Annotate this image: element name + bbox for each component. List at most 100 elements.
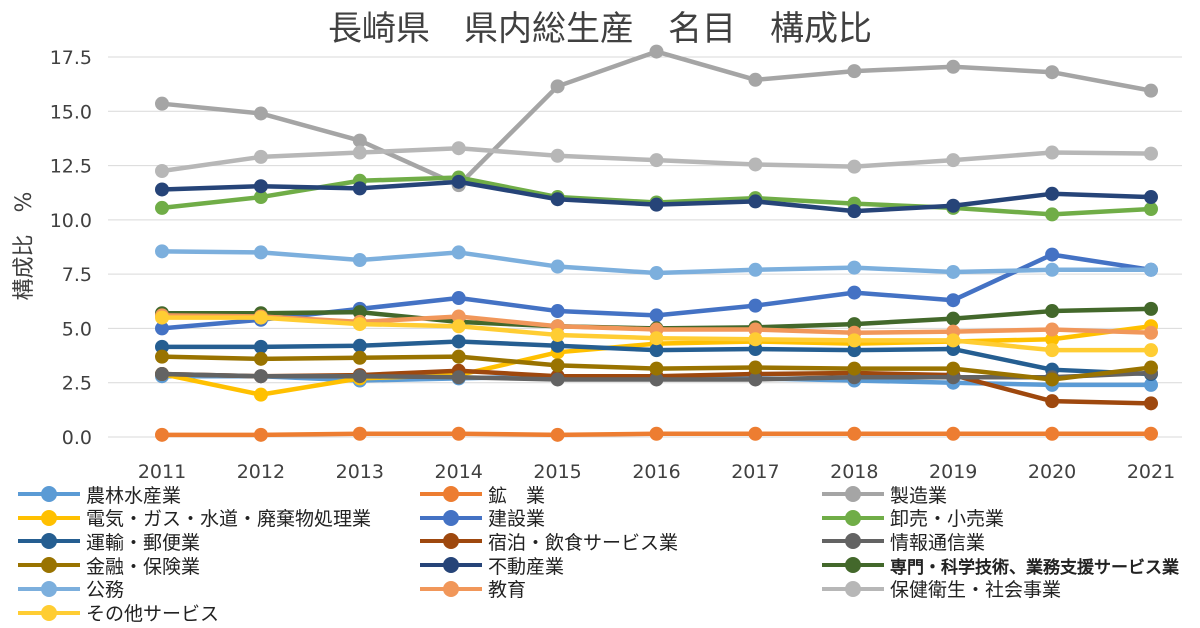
data-point bbox=[1144, 202, 1158, 216]
legend-label: 公務 bbox=[86, 579, 125, 602]
legend-item: 情報通信業 bbox=[822, 529, 985, 554]
chart-title: 長崎県 県内総生産 名目 構成比 bbox=[328, 9, 872, 49]
legend-label: 専門・科学技術、業務支援サービス業 bbox=[890, 557, 1179, 578]
data-point bbox=[946, 264, 961, 279]
data-point bbox=[253, 106, 268, 121]
legend-label: 運輸・郵便業 bbox=[86, 531, 201, 554]
data-point bbox=[847, 343, 862, 358]
series-15 bbox=[155, 310, 1158, 358]
data-point bbox=[649, 197, 664, 212]
series-2 bbox=[155, 44, 1158, 193]
y-tick-label: 2.5 bbox=[62, 373, 92, 395]
x-tick-label: 2014 bbox=[435, 461, 483, 482]
data-point bbox=[748, 298, 763, 313]
data-point bbox=[550, 327, 565, 342]
data-point bbox=[1045, 145, 1060, 160]
data-point bbox=[946, 59, 961, 74]
data-point bbox=[1144, 325, 1158, 340]
data-point bbox=[1144, 360, 1158, 375]
legend-item: 金融・保険業 bbox=[18, 553, 201, 578]
data-point bbox=[451, 370, 466, 385]
legend-item: 製造業 bbox=[822, 482, 947, 507]
data-point bbox=[748, 194, 763, 209]
data-point bbox=[1045, 332, 1060, 347]
x-tick-label: 2015 bbox=[533, 461, 581, 482]
data-point bbox=[155, 200, 169, 215]
data-point bbox=[649, 308, 664, 323]
legend-swatch bbox=[18, 509, 80, 526]
data-point bbox=[253, 339, 268, 354]
data-point bbox=[649, 343, 664, 358]
series-9 bbox=[155, 349, 1158, 387]
data-point bbox=[352, 317, 367, 332]
data-point bbox=[748, 360, 763, 375]
data-point bbox=[1045, 65, 1060, 80]
series-1 bbox=[155, 426, 1158, 442]
data-point bbox=[352, 305, 367, 320]
data-point bbox=[253, 245, 268, 260]
legend-label: 金融・保険業 bbox=[86, 555, 201, 578]
data-point bbox=[550, 358, 565, 373]
legend-swatch bbox=[18, 533, 80, 550]
legend-swatch bbox=[420, 486, 482, 502]
legend-label: 教育 bbox=[488, 579, 527, 602]
legend-item: 不動産業 bbox=[420, 553, 565, 578]
data-point bbox=[352, 369, 367, 384]
data-point bbox=[550, 148, 565, 163]
data-point bbox=[748, 426, 763, 441]
y-tick-label: 15.0 bbox=[50, 101, 92, 123]
data-point bbox=[847, 159, 862, 174]
legend-swatch bbox=[420, 533, 482, 550]
data-point bbox=[155, 321, 169, 336]
legend-swatch bbox=[822, 557, 884, 574]
data-point bbox=[253, 190, 268, 205]
data-point bbox=[1144, 83, 1158, 98]
data-point bbox=[649, 331, 664, 346]
data-point bbox=[748, 262, 763, 277]
data-point bbox=[550, 192, 565, 207]
data-point bbox=[352, 181, 367, 196]
data-point bbox=[847, 426, 862, 441]
data-point bbox=[946, 426, 961, 441]
legend-item: 専門・科学技術、業務支援サービス業 bbox=[822, 553, 1179, 578]
legend-label: 不動産業 bbox=[488, 555, 565, 578]
data-point bbox=[352, 253, 367, 268]
data-point bbox=[253, 179, 268, 194]
legend-item: 宿泊・飲食サービス業 bbox=[420, 529, 679, 554]
data-point bbox=[1045, 372, 1060, 387]
data-point bbox=[1045, 343, 1060, 358]
data-point bbox=[1144, 146, 1158, 161]
y-tick-label: 5.0 bbox=[62, 318, 92, 340]
data-point bbox=[1045, 426, 1060, 441]
x-tick-label: 2017 bbox=[731, 461, 779, 482]
data-point bbox=[1045, 262, 1060, 277]
legend-item: その他サービス bbox=[18, 601, 219, 625]
data-point bbox=[253, 351, 268, 366]
legend-label: 卸売・小売業 bbox=[890, 508, 1005, 531]
data-point bbox=[649, 153, 664, 168]
data-point bbox=[451, 174, 466, 189]
data-point bbox=[1144, 301, 1158, 316]
data-point bbox=[1045, 247, 1060, 262]
legend-swatch bbox=[420, 580, 482, 597]
legend-swatch bbox=[18, 486, 80, 502]
legend-item: 保健衛生・社会事業 bbox=[822, 577, 1061, 601]
data-point bbox=[451, 349, 466, 364]
legend-swatch bbox=[822, 486, 884, 502]
legend-item: 教育 bbox=[420, 577, 526, 601]
data-point bbox=[451, 319, 466, 334]
legend-item: 公務 bbox=[18, 577, 124, 601]
data-point bbox=[649, 372, 664, 387]
data-point bbox=[253, 427, 268, 442]
legend-label: 宿泊・飲食サービス業 bbox=[488, 531, 679, 554]
data-point bbox=[748, 322, 763, 337]
data-point bbox=[748, 342, 763, 357]
data-point bbox=[550, 304, 565, 319]
data-point bbox=[748, 157, 763, 172]
data-point bbox=[155, 349, 169, 364]
data-point bbox=[253, 149, 268, 164]
data-point bbox=[847, 285, 862, 300]
series-12 bbox=[155, 244, 1158, 281]
x-tick-label: 2020 bbox=[1028, 461, 1076, 482]
x-tick-labels: 2011 2012 2013 2014 2015 2016 2017 2018 2019 2020… bbox=[138, 461, 1175, 482]
